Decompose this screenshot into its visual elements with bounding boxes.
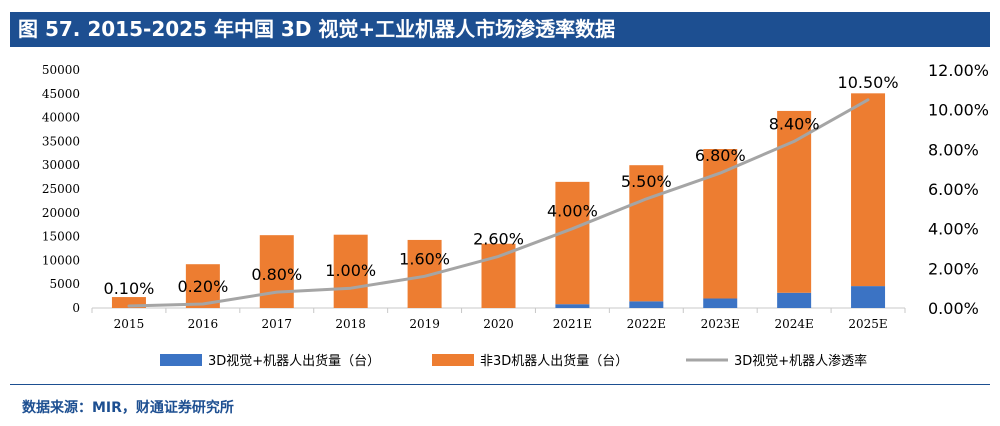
x-tick-label: 2020 [483,317,514,331]
y-right-tick-label: 4.00% [928,220,979,239]
line-data-label: 8.40% [769,114,820,133]
penetration-line [127,98,870,308]
legend-swatch-3d [160,354,202,366]
y-left-tick-label: 5000 [49,277,80,291]
y-right-tick-label: 8.00% [928,140,979,159]
y-left-tick-label: 0 [72,301,80,315]
legend-label-line: 3D视觉+机器人渗透率 [734,353,867,369]
bar-non-3d [481,243,516,308]
x-tick-label: 2019 [409,317,440,331]
bar-3d-vision [555,304,590,308]
chart-line [127,98,870,308]
y-left-tick-label: 50000 [42,63,80,77]
line-data-label: 1.00% [325,261,376,280]
y-right-tick-label: 0.00% [928,299,979,318]
y-left-tick-label: 40000 [42,111,80,125]
legend-label-non3d: 非3D机器人出货量（台） [480,353,628,369]
line-data-label: 0.10% [104,279,155,298]
x-tick-label: 2023E [701,317,740,331]
y-left-tick-label: 10000 [42,253,80,267]
line-data-label: 10.50% [838,73,899,92]
bar-non-3d [555,181,590,305]
chart-data-labels: 0.10% 0.20% 0.80% 1.00% 1.60% 2.60% 4.00% 5.50%… [104,73,899,298]
bar-3d-vision [629,301,664,308]
y-right-tick-label: 12.00% [928,61,989,80]
x-tick-label: 2021E [553,317,592,331]
x-tick-label: 2015 [114,317,145,331]
bar-non-3d [333,234,368,308]
bar-non-3d [259,235,294,308]
y-left-tick-label: 45000 [42,87,80,101]
line-data-label: 6.80% [695,146,746,165]
x-tick-label: 2024E [774,317,813,331]
line-data-label: 0.20% [177,277,228,296]
y-left-tick-label: 20000 [42,206,80,220]
bar-non-3d [629,165,664,302]
x-tick-label: 2016 [188,317,219,331]
source-divider [10,384,990,385]
y-left-tick-label: 25000 [42,182,80,196]
line-data-label: 5.50% [621,172,672,191]
y-left-tick-label: 15000 [42,230,80,244]
chart-axes: 2015 2016 2017 2018 2019 2020 2021E 2022E 2023E 2… [42,61,989,331]
bar-3d-vision [851,286,886,308]
x-tick-label: 2017 [261,317,292,331]
chart-legend: 3D视觉+机器人出货量（台） 非3D机器人出货量（台） 3D视觉+机器人渗透率 [160,353,867,369]
bar-non-3d [851,93,886,287]
line-data-label: 0.80% [251,265,302,284]
line-data-label: 1.60% [399,249,450,268]
bar-non-3d [111,297,146,308]
y-right-tick-label: 10.00% [928,101,989,120]
y-right-tick-label: 2.00% [928,259,979,278]
y-right-tick-label: 6.00% [928,180,979,199]
line-data-label: 2.60% [473,229,524,248]
source-note: 数据来源：MIR，财通证券研究所 [22,400,234,416]
bar-3d-vision [703,298,738,308]
chart-bars [111,93,886,308]
bar-non-3d [777,110,812,293]
line-data-label: 4.00% [547,202,598,221]
x-tick-label: 2018 [335,317,366,331]
bar-non-3d [703,149,738,299]
figure-title: 图 57. 2015-2025 年中国 3D 视觉+工业机器人市场渗透率数据 [10,12,990,47]
bar-3d-vision [777,292,812,308]
y-left-tick-label: 35000 [42,134,80,148]
legend-swatch-non3d [432,354,474,366]
y-left-tick-label: 30000 [42,158,80,172]
legend-label-3d: 3D视觉+机器人出货量（台） [208,353,380,369]
x-tick-label: 2022E [627,317,666,331]
x-tick-label: 2025E [848,317,887,331]
